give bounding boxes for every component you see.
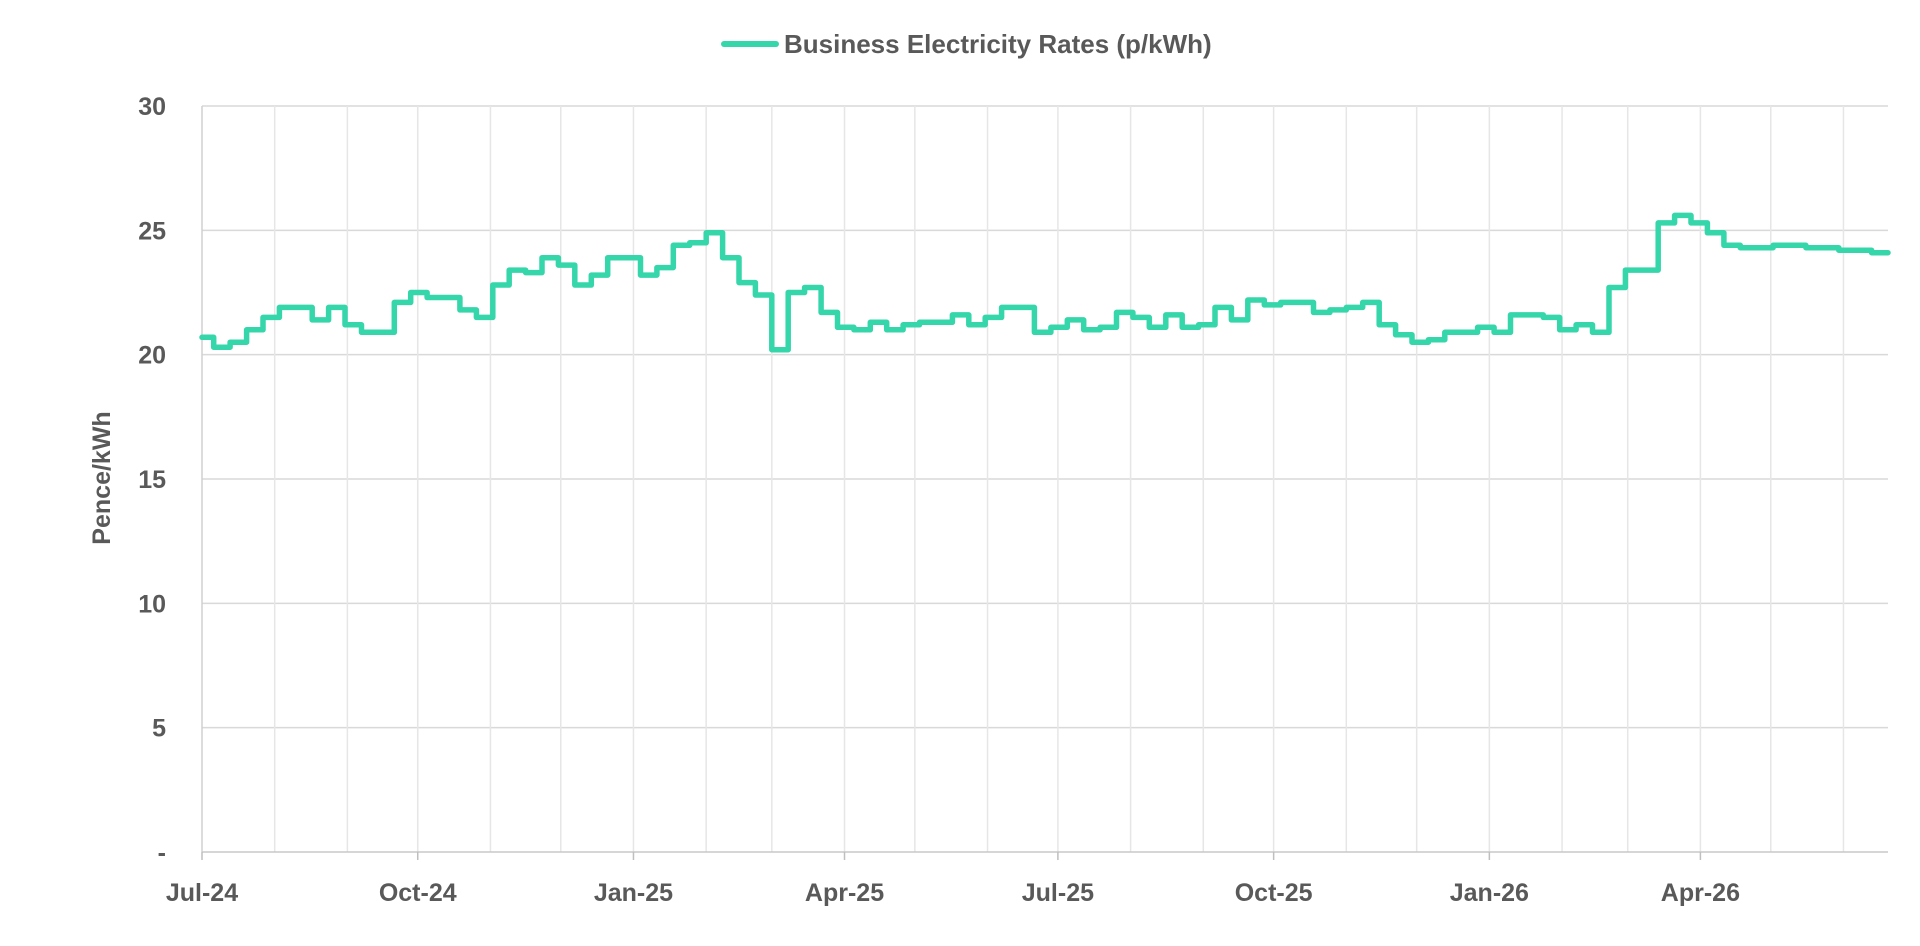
y-tick-label: 5 bbox=[152, 715, 166, 743]
y-tick-label: 20 bbox=[138, 342, 166, 370]
x-tick-label: Apr-25 bbox=[805, 879, 884, 907]
y-tick-label: 15 bbox=[138, 466, 166, 494]
x-tick-label: Apr-26 bbox=[1661, 879, 1740, 907]
y-tick-label: 25 bbox=[138, 217, 166, 245]
horizontal-gridlines bbox=[202, 105, 1888, 729]
axes bbox=[201, 106, 1888, 853]
x-axis-tick-labels: Jul-24 Oct-24 Jan-25 Apr-25 Jul-25 Oct-25 Jan-… bbox=[166, 852, 1740, 907]
x-tick-label: Jul-24 bbox=[166, 879, 238, 907]
y-tick-label: 30 bbox=[138, 93, 166, 121]
x-tick-label: Oct-25 bbox=[1235, 879, 1313, 907]
x-tick-label: Jul-25 bbox=[1022, 879, 1094, 907]
x-tick-label: Jan-26 bbox=[1450, 879, 1529, 907]
x-tick-label: Oct-24 bbox=[379, 879, 457, 907]
y-tick-label: - bbox=[158, 839, 166, 867]
legend: Business Electricity Rates (p/kWh) bbox=[721, 29, 1212, 59]
y-axis-tick-labels: - 5 10 15 20 25 30 bbox=[138, 93, 166, 867]
legend-label: Business Electricity Rates (p/kWh) bbox=[784, 29, 1212, 59]
vertical-gridlines bbox=[273, 106, 1845, 852]
y-axis-title: Pence/kWh bbox=[88, 411, 116, 544]
x-tick-label: Jan-25 bbox=[594, 879, 673, 907]
y-tick-label: 10 bbox=[138, 590, 166, 618]
series-line-business-electricity-rates bbox=[199, 212, 1891, 353]
